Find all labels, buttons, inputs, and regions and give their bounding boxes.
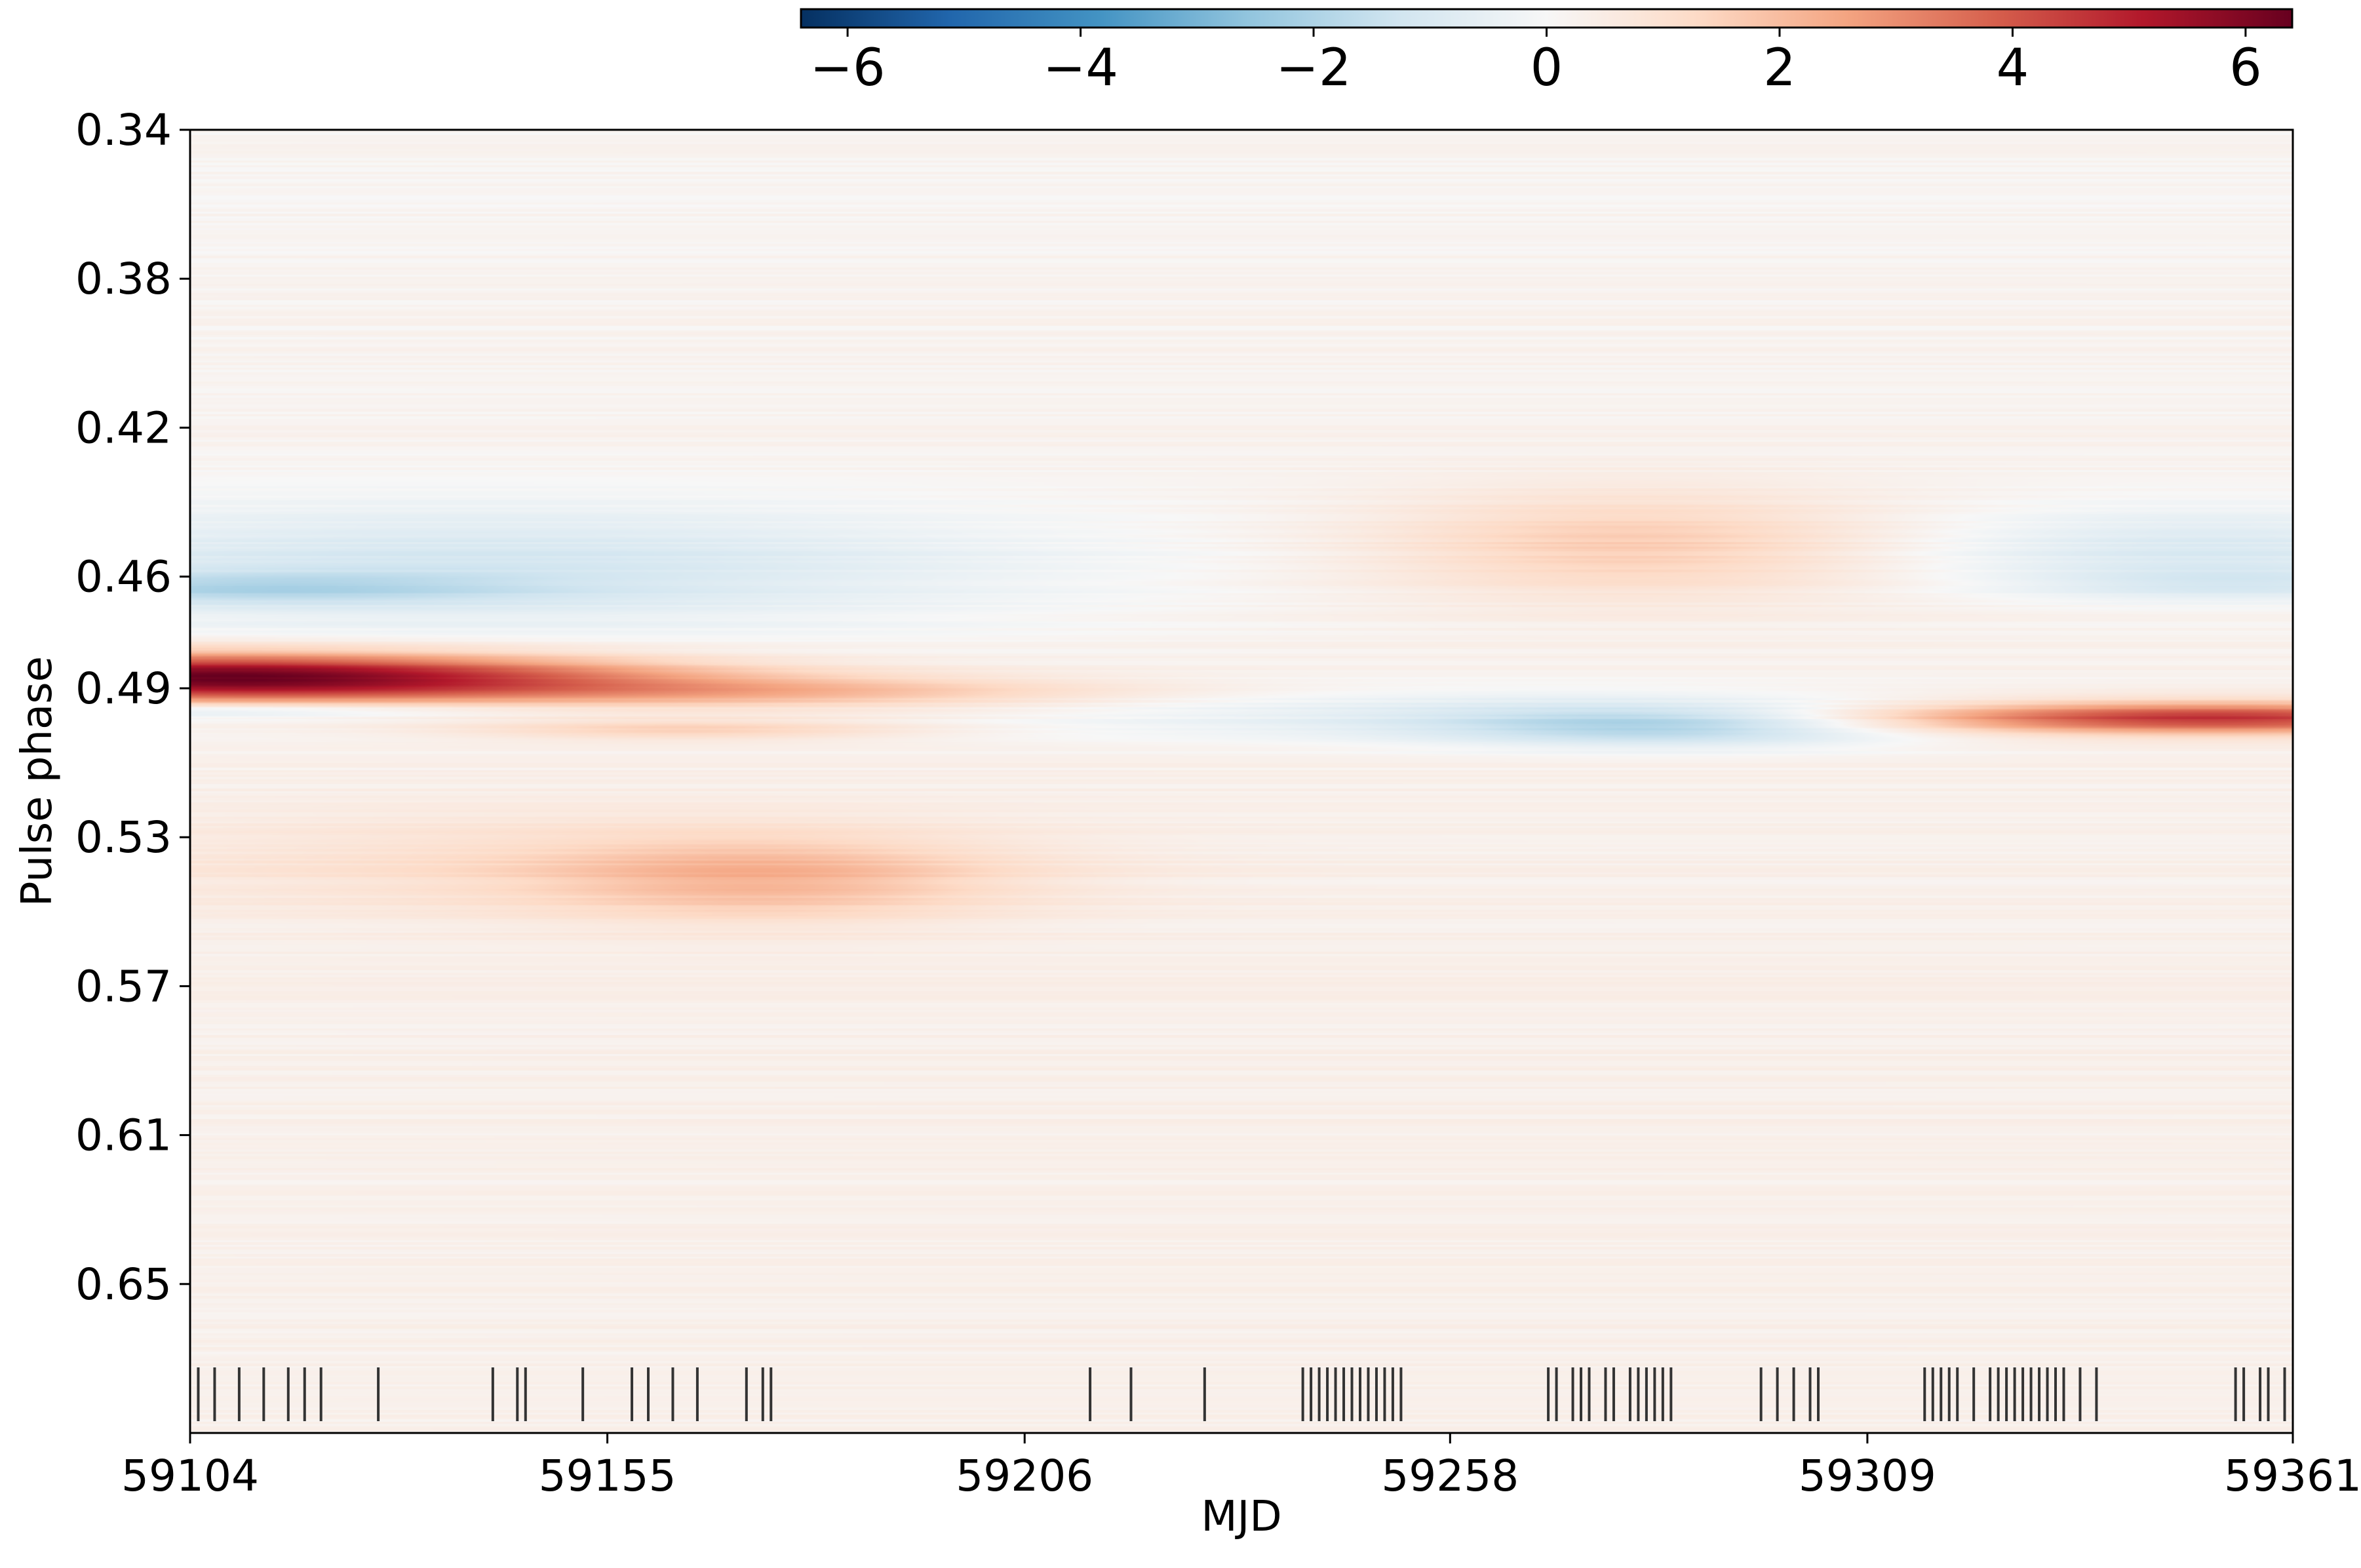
y-tick-label: 0.53 xyxy=(75,812,172,863)
x-tick-label: 59361 xyxy=(2224,1451,2361,1501)
y-tick-label: 0.65 xyxy=(75,1259,172,1310)
observation-epoch-marks xyxy=(197,1367,2286,1421)
y-tick-label: 0.57 xyxy=(75,961,172,1011)
y-tick-label: 0.34 xyxy=(75,105,172,155)
colorbar-tick-label: −6 xyxy=(810,39,886,98)
y-tick-label: 0.46 xyxy=(75,552,172,602)
y-tick-label: 0.38 xyxy=(75,254,172,304)
y-axis: 0.34 0.38 0.42 0.46 0.49 0.53 0.57 0.61 0.65 xyxy=(75,105,190,1310)
x-tick-label: 59155 xyxy=(539,1451,676,1501)
y-tick-label: 0.42 xyxy=(75,402,172,453)
x-axis-label: MJD xyxy=(1201,1493,1281,1541)
x-tick-label: 59258 xyxy=(1381,1451,1519,1501)
y-axis-label: Pulse phase xyxy=(13,656,62,907)
x-axis: 59104 59155 59206 59258 59309 59361 xyxy=(121,1433,2361,1501)
colorbar-ticks: −6 −4 −2 0 2 4 6 xyxy=(810,28,2262,98)
colorbar-tick-label: 0 xyxy=(1531,39,1563,98)
colorbar-tick-label: 2 xyxy=(1763,39,1796,98)
y-tick-label: 0.49 xyxy=(75,663,172,714)
colorbar-tick-label: −4 xyxy=(1043,39,1118,98)
colorbar-tick-label: 4 xyxy=(1997,39,2029,98)
colorbar: −6 −4 −2 0 2 4 6 xyxy=(800,8,2293,98)
plot-frame xyxy=(189,128,2294,1434)
heatmap-canvas xyxy=(190,130,2293,1433)
y-tick-label: 0.61 xyxy=(75,1110,172,1161)
colorbar-tick-label: 6 xyxy=(2229,39,2262,98)
colorbar-tick-label: −2 xyxy=(1276,39,1352,98)
colorbar-gradient xyxy=(800,8,2293,29)
x-tick-label: 59206 xyxy=(956,1451,1093,1501)
x-tick-label: 59104 xyxy=(121,1451,259,1501)
x-tick-label: 59309 xyxy=(1799,1451,1936,1501)
heatmap-plot xyxy=(189,128,2294,1434)
